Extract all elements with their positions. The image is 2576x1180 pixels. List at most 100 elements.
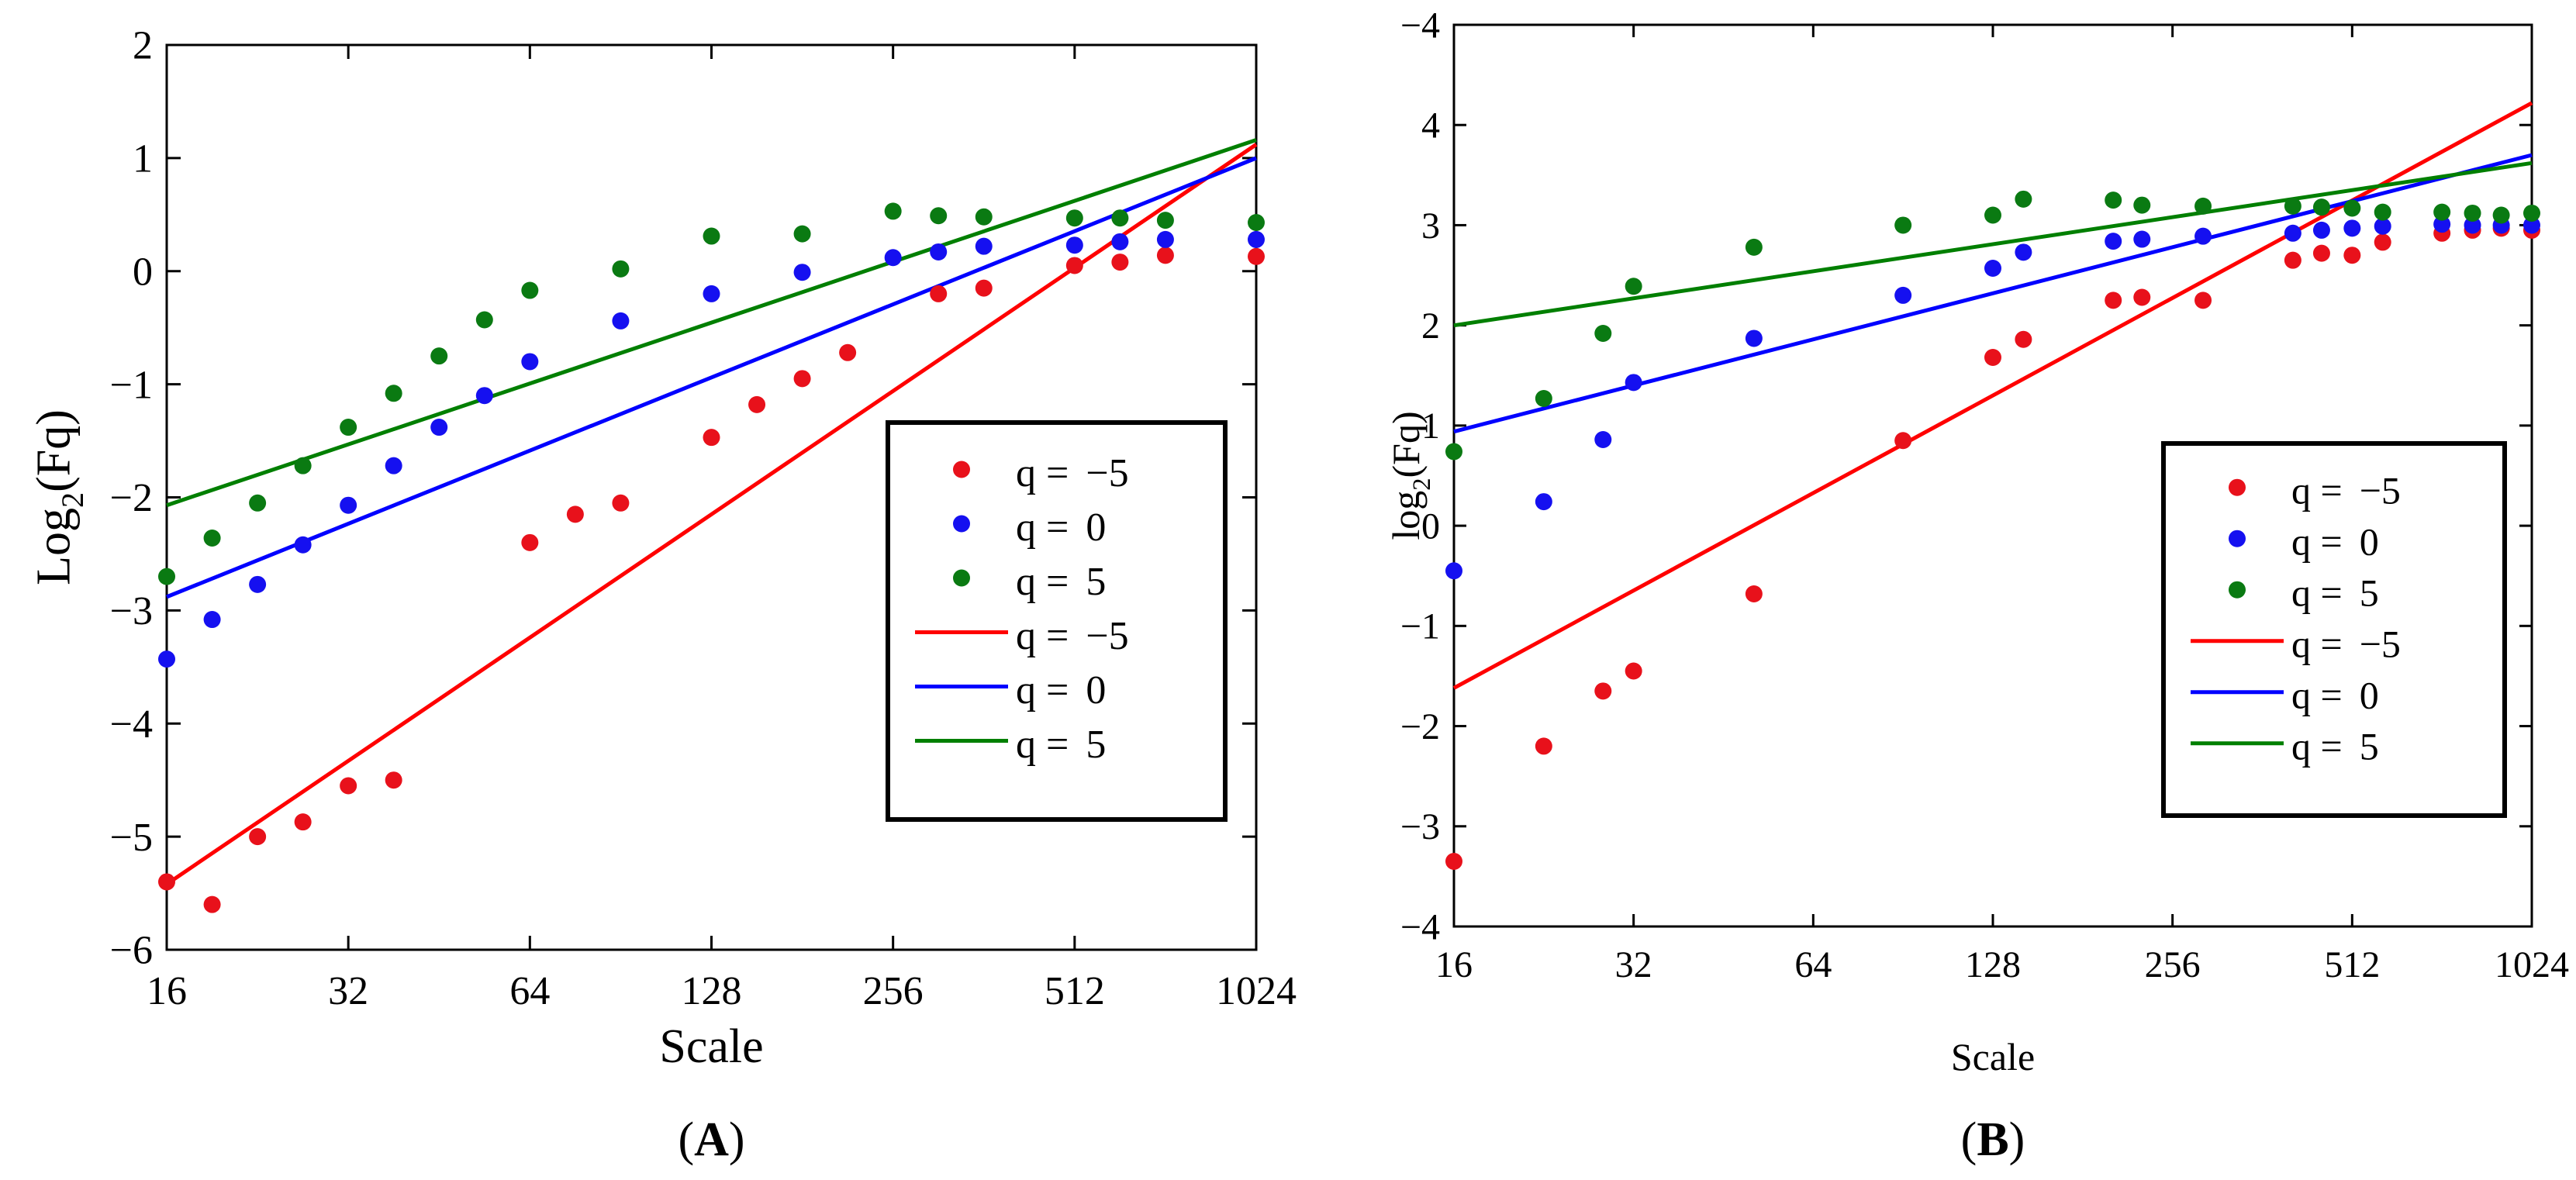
data-point-dot_red xyxy=(521,533,539,551)
x-tick-label: 256 xyxy=(863,969,924,1013)
data-point-dot_green xyxy=(1111,209,1129,227)
data-point-dot_green xyxy=(2284,197,2301,215)
data-point-dot_blue xyxy=(1625,374,1642,392)
legend-entry-label: q = 0 xyxy=(1016,668,1106,712)
data-point-dot_blue xyxy=(2133,230,2151,248)
y-tick-label: −5 xyxy=(110,816,153,860)
data-point-dot_red xyxy=(158,873,175,891)
data-point-dot_blue xyxy=(1894,286,1912,304)
panel-a: −6 −5 −4 −3 −2 −1 0 1 2 16 32 64 128 256 512 1024 Scale L… xyxy=(28,24,1297,1166)
legend-entry-label: q = 0 xyxy=(2291,674,2379,717)
y-tick-label: 2 xyxy=(133,24,153,68)
legend-prefix: q = xyxy=(2291,520,2343,564)
data-point-dot_red xyxy=(385,771,402,789)
data-point-dot_red xyxy=(2015,330,2032,348)
y-axis-label-main: Log xyxy=(28,508,81,585)
data-point-dot_green xyxy=(1535,389,1552,407)
fit-line-green xyxy=(1453,160,2533,328)
data-point-dot_blue xyxy=(1594,430,1612,448)
legend-prefix: q = xyxy=(2291,469,2343,512)
data-point-dot_blue xyxy=(884,249,902,267)
panel-label-letter: B xyxy=(1977,1113,2008,1166)
legend-entry-label: q = 5 xyxy=(1016,560,1106,604)
y-axis-label-sub: 2 xyxy=(55,492,90,508)
y-tick-label: 1 xyxy=(1421,405,1440,447)
legend-prefix: q = xyxy=(2291,571,2343,615)
data-point-dot_red xyxy=(793,370,811,388)
data-point-dot_red xyxy=(703,429,720,447)
legend-prefix: q = xyxy=(1016,668,1069,712)
data-point-dot_red xyxy=(930,285,948,302)
data-point-dot_blue xyxy=(2194,227,2212,245)
data-point-dot_blue xyxy=(430,419,448,436)
data-point-dot_green xyxy=(703,227,720,245)
data-point-dot_green xyxy=(2523,204,2540,222)
data-point-dot_green xyxy=(203,530,221,547)
legend-q-value: 0 xyxy=(1086,668,1106,712)
data-point-dot_green xyxy=(2133,196,2151,214)
data-point-dot_green xyxy=(430,347,448,365)
data-point-dot_red xyxy=(2105,292,2122,309)
data-point-dot_blue xyxy=(2433,216,2451,233)
panel-label-letter: A xyxy=(694,1113,729,1166)
data-point-dot_blue xyxy=(1156,230,1174,248)
data-point-dot_green xyxy=(2105,191,2122,209)
data-point-dot_green xyxy=(1625,278,1642,295)
data-point-dot_blue xyxy=(2374,217,2391,235)
x-tick-label: 32 xyxy=(1615,944,1652,985)
panel-label-close: ) xyxy=(2009,1113,2025,1166)
y-tick-label: −4 xyxy=(110,702,153,747)
data-point-dot_green xyxy=(1984,206,2001,224)
data-point-dot_green xyxy=(2312,198,2330,216)
data-point-dot_green xyxy=(2374,203,2391,221)
data-point-dot_red xyxy=(1535,737,1552,755)
data-point-dot_green xyxy=(2343,199,2361,217)
data-point-dot_green xyxy=(1065,209,1083,227)
legend-entry-label: q = −5 xyxy=(2291,469,2401,512)
data-point-dot_red xyxy=(2374,233,2391,251)
legend-prefix: q = xyxy=(1016,614,1069,658)
data-point-dot_green xyxy=(2492,206,2510,224)
data-point-dot_blue xyxy=(475,387,493,405)
data-point-dot_green xyxy=(294,457,312,474)
data-point-dot_green xyxy=(1894,216,1912,234)
y-tick-label: 3 xyxy=(1421,205,1440,247)
data-point-dot_green xyxy=(249,494,267,512)
y-tick-label: −3 xyxy=(110,589,153,633)
legend-q-value: 5 xyxy=(1086,723,1106,767)
data-point-dot_red xyxy=(748,395,766,413)
x-tick-label: 128 xyxy=(682,969,742,1013)
data-point-dot_blue xyxy=(1535,493,1552,511)
legend-entry-label: q = −5 xyxy=(2291,623,2401,666)
data-point-dot_red xyxy=(839,343,857,361)
y-axis-label: log2(Fq) xyxy=(1384,411,1436,540)
panel-label-open: ( xyxy=(1961,1113,1977,1166)
data-point-dot_green xyxy=(475,311,493,329)
y-axis-label-tail: (Fq) xyxy=(28,409,81,492)
panel-label: (B) xyxy=(1961,1113,2025,1166)
data-point-dot_blue xyxy=(975,237,993,255)
data-point-dot_green xyxy=(2194,197,2212,215)
data-point-dot_blue xyxy=(1745,330,1763,347)
y-tick-label: −6 xyxy=(110,929,153,973)
legend-q-value: −5 xyxy=(2360,623,2401,666)
data-point-dot_blue xyxy=(294,536,312,554)
data-point-dot_green xyxy=(1594,325,1612,343)
legend-prefix: q = xyxy=(1016,451,1069,495)
data-point-dot_blue xyxy=(2523,216,2540,234)
y-tick-label: −3 xyxy=(1400,806,1440,847)
legend: q = −5 q = 0 q = 5 q = −5 q = 0 q = 5 xyxy=(2161,441,2507,818)
data-point-dot_blue xyxy=(703,285,720,302)
y-tick-label: −2 xyxy=(110,476,153,520)
legend-marker-dot xyxy=(953,461,970,478)
legend-entry-label: q = 0 xyxy=(1016,505,1106,550)
x-tick-label: 256 xyxy=(2145,944,2201,985)
data-point-dot_green xyxy=(2464,204,2481,222)
data-point-dot_blue xyxy=(2464,216,2481,234)
x-tick-label: 64 xyxy=(1794,944,1832,985)
y-axis-label-tail: (Fq) xyxy=(1384,411,1428,478)
legend-entry-label: q = −5 xyxy=(1016,614,1129,658)
fit-line-green xyxy=(166,138,1257,508)
x-tick-label: 512 xyxy=(1045,969,1105,1013)
data-point-dot_green xyxy=(521,281,539,299)
